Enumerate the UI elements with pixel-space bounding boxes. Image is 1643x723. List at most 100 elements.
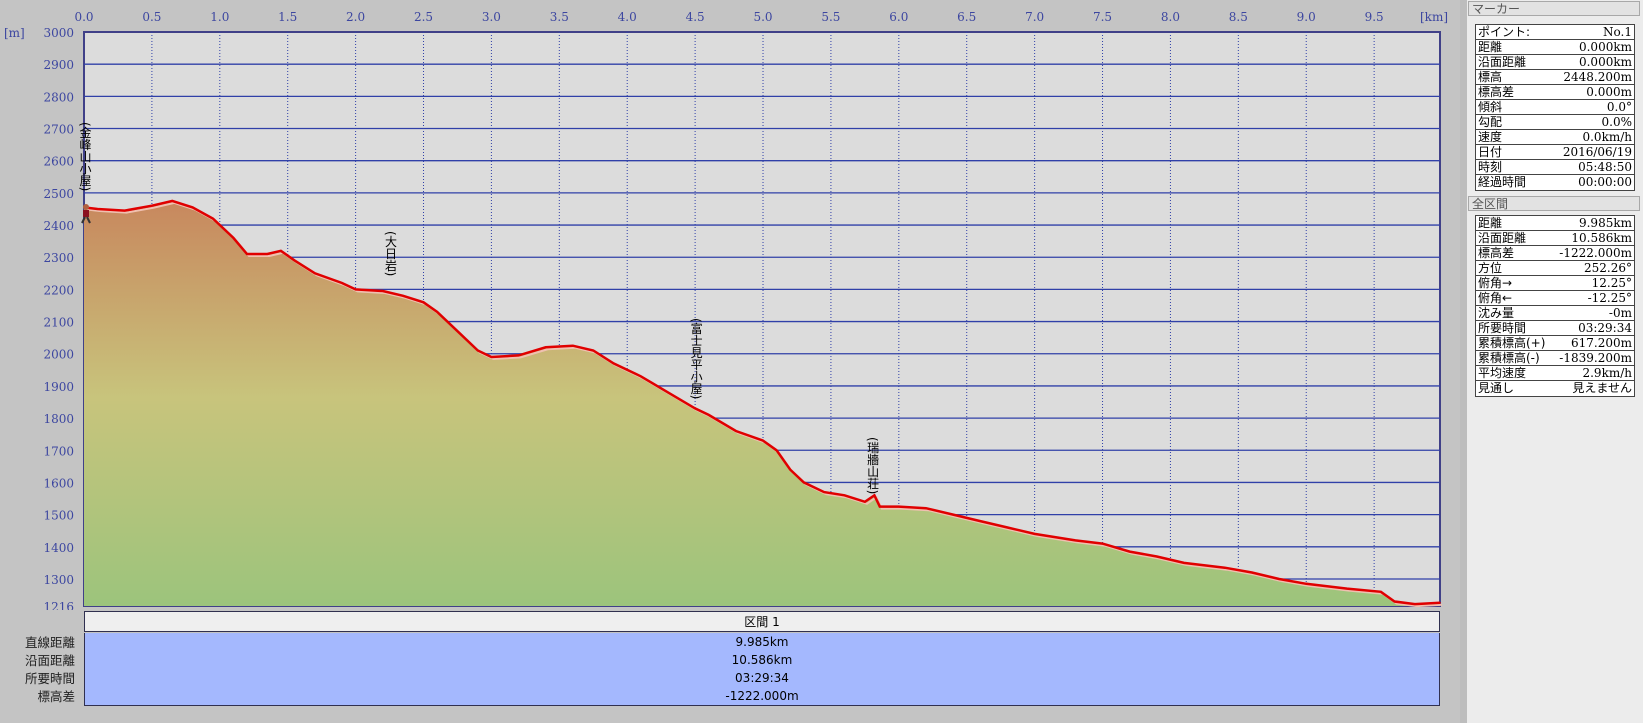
elevation-chart: 3000 2900 2800 2700 2600 2500 2400 2300 2200 2100… bbox=[4, 10, 1448, 610]
elevation-point bbox=[843, 494, 846, 497]
info-label: 所要時間 bbox=[1478, 321, 1527, 335]
x-tick-label: 6.0 bbox=[889, 10, 908, 24]
info-label: ポイント: bbox=[1478, 25, 1531, 39]
section-header[interactable]: 区間 1 bbox=[84, 611, 1440, 632]
info-label: 平均速度 bbox=[1478, 366, 1527, 380]
x-tick-label: 1.0 bbox=[210, 10, 229, 24]
elevation-point bbox=[775, 449, 778, 452]
elevation-point bbox=[1414, 603, 1416, 605]
info-row: 所要時間 03:29:34 bbox=[1476, 321, 1634, 336]
elevation-point bbox=[171, 200, 174, 202]
info-row: 沿面距離 10.586km bbox=[1476, 231, 1634, 246]
y-tick-label: 2400 bbox=[43, 219, 74, 233]
x-tick-label: 1.5 bbox=[278, 10, 297, 24]
info-row: 標高 2448.200m bbox=[1476, 70, 1634, 85]
elevation-point bbox=[246, 253, 248, 255]
info-row: 勾配 0.0% bbox=[1476, 115, 1634, 130]
x-tick-label: 9.5 bbox=[1365, 10, 1384, 24]
elevation-point bbox=[925, 507, 927, 509]
elevation-point bbox=[477, 349, 479, 352]
elevation-point bbox=[1033, 533, 1036, 535]
info-label: 標高 bbox=[1478, 70, 1503, 84]
x-tick-label: 3.0 bbox=[482, 10, 501, 24]
info-row: ポイント: No.1 bbox=[1476, 25, 1634, 40]
info-row: 沈み量 -0m bbox=[1476, 306, 1634, 321]
elevation-point bbox=[212, 217, 214, 220]
info-value: 0.000m bbox=[1586, 85, 1632, 99]
info-row: 平均速度 2.9km/h bbox=[1476, 366, 1634, 381]
y-tick-label: 2700 bbox=[43, 123, 74, 137]
info-label: 距離 bbox=[1478, 40, 1503, 54]
x-tick-label: 4.5 bbox=[686, 10, 705, 24]
elevation-point bbox=[572, 344, 574, 347]
info-value: 0.0% bbox=[1601, 115, 1633, 129]
info-value: 0.0° bbox=[1606, 100, 1632, 114]
section-value-surface-distance: 10.586km bbox=[731, 653, 793, 667]
elevation-point bbox=[1101, 542, 1104, 545]
info-label: 沈み量 bbox=[1478, 306, 1515, 320]
elevation-point bbox=[381, 290, 384, 292]
total-panel-title[interactable]: 全区間 bbox=[1468, 196, 1640, 211]
info-value: 00:00:00 bbox=[1578, 175, 1632, 189]
info-label: 方位 bbox=[1478, 261, 1503, 275]
info-label: 経過時間 bbox=[1478, 175, 1527, 189]
info-label: 累積標高(+) bbox=[1478, 336, 1546, 350]
x-axis-unit: [km] bbox=[1420, 10, 1448, 24]
section-value-duration: 03:29:34 bbox=[735, 671, 789, 685]
waypoint-label: (瑞牆山荘) bbox=[865, 437, 880, 495]
x-tick-label: 5.0 bbox=[753, 10, 772, 24]
elevation-point bbox=[314, 272, 316, 275]
elevation-point bbox=[1156, 555, 1158, 558]
x-tick-label: 0.5 bbox=[142, 10, 161, 24]
info-row: 時刻 05:48:50 bbox=[1476, 160, 1634, 175]
y-tick-label: 2800 bbox=[43, 90, 74, 104]
elevation-point bbox=[1305, 582, 1308, 585]
elevation-point bbox=[490, 356, 493, 358]
y-tick-label: 2300 bbox=[43, 251, 74, 265]
info-value: 03:29:34 bbox=[1578, 321, 1632, 335]
x-tick-label: 7.0 bbox=[1025, 10, 1044, 24]
section-label-surface-distance: 沿面距離 bbox=[24, 653, 75, 668]
x-tick-label: 8.5 bbox=[1229, 10, 1248, 24]
y-axis-unit: [m] bbox=[4, 26, 25, 40]
elevation-point bbox=[436, 311, 438, 313]
info-row: 速度 0.0km/h bbox=[1476, 130, 1634, 145]
info-value: 0.000km bbox=[1578, 40, 1632, 54]
info-value: 10.586km bbox=[1571, 231, 1632, 245]
elevation-point bbox=[544, 346, 547, 349]
y-tick-label: 3000 bbox=[43, 26, 74, 40]
info-row: 累積標高(+) 617.200m bbox=[1476, 336, 1634, 351]
info-label: 速度 bbox=[1478, 130, 1503, 144]
info-label: 傾斜 bbox=[1478, 100, 1503, 114]
section-label-elevation-diff: 標高差 bbox=[37, 689, 75, 704]
info-value: -0m bbox=[1608, 306, 1632, 320]
info-value: 2016/06/19 bbox=[1562, 145, 1632, 159]
y-tick-label: 2000 bbox=[43, 348, 74, 362]
info-row: 累積標高(-) -1839.200m bbox=[1476, 351, 1634, 366]
hiker-marker-icon[interactable] bbox=[81, 204, 91, 224]
elevation-point bbox=[341, 282, 343, 284]
info-value: No.1 bbox=[1603, 25, 1632, 39]
x-tick-label: 6.5 bbox=[957, 10, 976, 24]
info-row: 標高差 0.000m bbox=[1476, 85, 1634, 100]
section-value-straight-distance: 9.985km bbox=[735, 635, 789, 649]
y-tick-label: 2200 bbox=[43, 283, 74, 297]
marker-panel-title[interactable]: マーカー bbox=[1468, 1, 1640, 16]
info-label: 俯角→ bbox=[1478, 276, 1513, 290]
waypoint-label: (富士見平小屋) bbox=[689, 318, 704, 400]
info-row: 標高差 -1222.000m bbox=[1476, 246, 1634, 261]
elevation-point bbox=[1006, 526, 1009, 529]
info-label: 見通し bbox=[1478, 381, 1515, 395]
marker-info-table: ポイント: No.1 距離 0.000km 沿面距離 0.000km 標高 2448.200m… bbox=[1475, 24, 1635, 191]
x-tick-label: 4.0 bbox=[618, 10, 637, 24]
section-label-straight-distance: 直線距離 bbox=[24, 635, 75, 650]
x-tick-label: 5.5 bbox=[821, 10, 840, 24]
sidebar-splitter[interactable] bbox=[1460, 0, 1467, 723]
x-tick-label: 2.5 bbox=[414, 10, 433, 24]
info-value: 0.0km/h bbox=[1582, 130, 1632, 144]
elevation-point bbox=[1278, 578, 1280, 580]
elevation-point bbox=[96, 208, 99, 210]
y-tick-label: 1700 bbox=[43, 444, 74, 458]
info-value: 05:48:50 bbox=[1578, 160, 1632, 174]
x-tick-label: 0.0 bbox=[74, 10, 93, 24]
